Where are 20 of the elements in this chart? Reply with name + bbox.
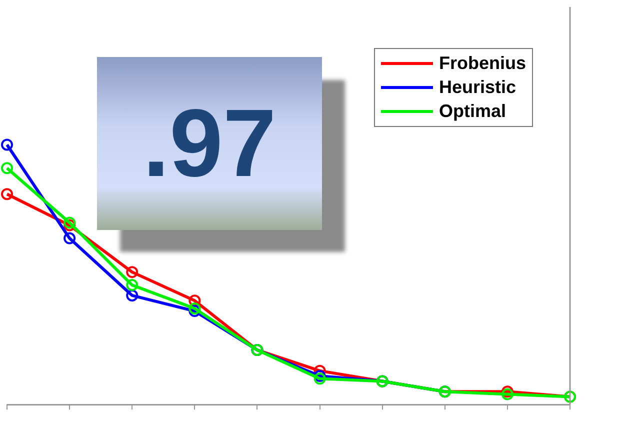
point	[64, 232, 76, 244]
point	[314, 370, 326, 382]
point	[314, 372, 326, 385]
point	[188, 294, 201, 307]
point	[1, 188, 13, 200]
legend-label: Heuristic	[439, 76, 516, 98]
point	[501, 388, 514, 400]
point	[1, 162, 13, 174]
point	[126, 279, 138, 292]
legend-label: Frobenius	[439, 52, 526, 74]
point	[126, 266, 138, 278]
point	[501, 386, 514, 398]
point	[188, 305, 201, 318]
annotation: .97	[97, 57, 322, 230]
point	[64, 216, 76, 229]
point	[64, 219, 76, 232]
point	[188, 302, 201, 314]
legend-label: Optimal	[439, 100, 506, 122]
point	[126, 289, 138, 302]
point	[1, 138, 13, 151]
